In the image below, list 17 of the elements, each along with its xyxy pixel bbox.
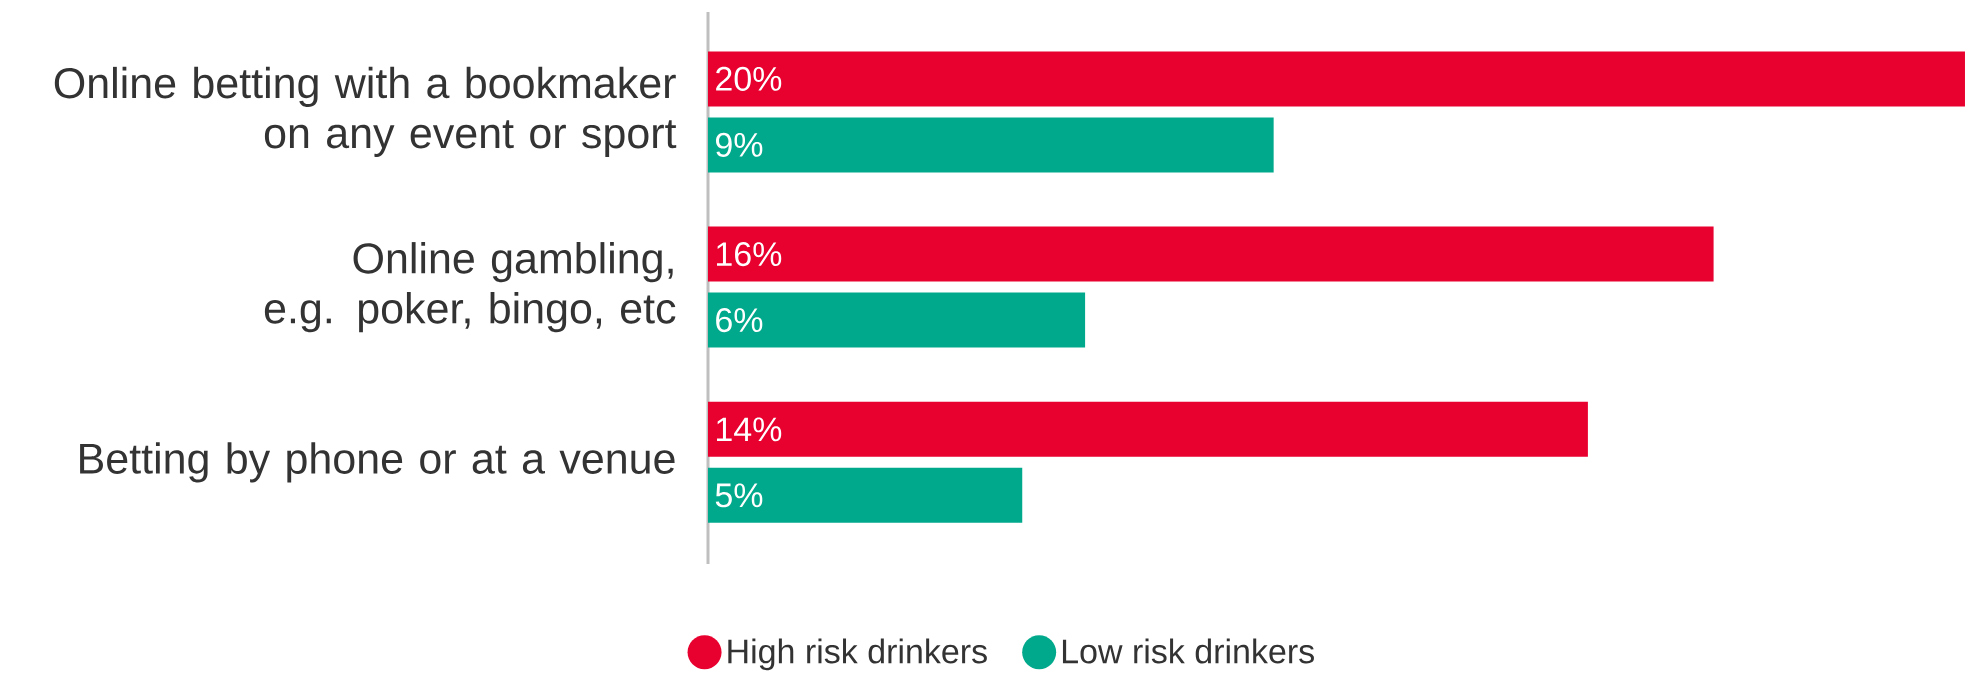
data-label: 6% (716, 308, 763, 333)
bar (708, 51, 1965, 107)
bar (708, 401, 1588, 457)
legend-label: Low risk drinkers (1062, 638, 1314, 664)
data-label: 14% (717, 417, 782, 442)
y-tick-label: Online betting with a bookmaker on any event or sport (54, 66, 677, 157)
bar (708, 292, 1086, 348)
data-label: 20% (716, 66, 782, 91)
y-tick-label: Betting by phone or at a venue (80, 442, 675, 483)
y-tick-label: Online gambling, e.g. poker, bingo, etc (264, 242, 676, 333)
data-label: 5% (715, 483, 763, 508)
data-label: 16% (717, 242, 782, 267)
bar (708, 117, 1274, 173)
legend-label: High risk drinkers (728, 638, 987, 671)
data-label: 9% (716, 132, 763, 157)
bar (708, 226, 1714, 282)
bar (708, 467, 1023, 523)
